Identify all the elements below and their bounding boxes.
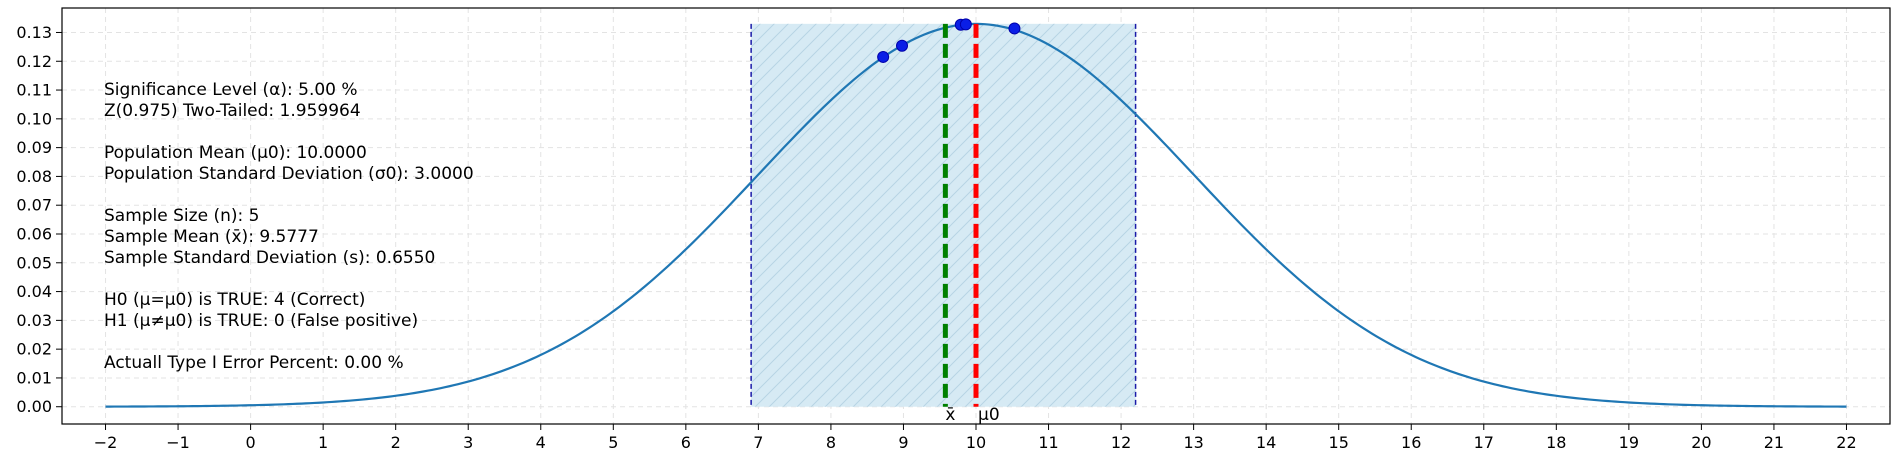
population-mean-label: μ0 (978, 405, 1000, 425)
x-tick-label: 20 (1691, 433, 1711, 452)
x-tick-label: 10 (966, 433, 986, 452)
y-tick-label: 0.07 (16, 196, 52, 215)
y-tick-label: 0.01 (16, 368, 52, 387)
info-line: H0 (μ=μ0) is TRUE: 4 (Correct) (104, 290, 365, 310)
info-line: Z(0.975) Two-Tailed: 1.959964 (104, 101, 361, 121)
sample-point (896, 39, 909, 52)
sample-points (877, 18, 1021, 63)
x-tick-label: 14 (1256, 433, 1276, 452)
x-tick-label: −2 (94, 433, 118, 452)
y-tick-label: 0.00 (16, 397, 52, 416)
x-tick-label: 12 (1111, 433, 1131, 452)
info-line: Population Mean (μ0): 10.0000 (104, 143, 367, 163)
y-tick-label: 0.06 (16, 224, 52, 243)
x-tick-label: 16 (1401, 433, 1421, 452)
x-tick-label: 19 (1619, 433, 1639, 452)
x-tick-label: 4 (536, 433, 546, 452)
x-tick-label: 3 (463, 433, 473, 452)
mean-lines (942, 23, 979, 407)
x-tick-label: 2 (391, 433, 401, 452)
y-tick-label: 0.05 (16, 253, 52, 272)
info-line: Sample Size (n): 5 (104, 206, 259, 226)
x-tick-label: 11 (1038, 433, 1058, 452)
x-tick-label: 8 (826, 433, 836, 452)
sample-mean-label: x̄ (945, 405, 955, 425)
sample-point (1008, 22, 1021, 35)
x-tick-label: 22 (1836, 433, 1856, 452)
y-tick-label: 0.08 (16, 167, 52, 186)
tick-labels: −2 −1 0 1 2 3 4 5 6 7 8 9 10 11 12 13 14 15 16 17 18 19 20 21 22… (16, 23, 1856, 452)
sample-point (877, 50, 890, 63)
x-tick-label: 15 (1329, 433, 1349, 452)
info-line: Population Standard Deviation (σ0): 3.00… (104, 164, 474, 184)
info-line: H1 (μ≠μ0) is TRUE: 0 (False positive) (104, 311, 418, 331)
x-tick-label: 1 (318, 433, 328, 452)
x-tick-label: 13 (1183, 433, 1203, 452)
sample-point (959, 18, 972, 31)
y-tick-label: 0.04 (16, 282, 52, 301)
y-tick-label: 0.02 (16, 340, 52, 359)
y-tick-label: 0.09 (16, 138, 52, 157)
x-tick-label: 9 (898, 433, 908, 452)
x-tick-label: 18 (1546, 433, 1566, 452)
info-line: Sample Mean (x̄): 9.5777 (104, 227, 319, 247)
x-tick-label: 5 (608, 433, 618, 452)
axes (56, 7, 1891, 430)
y-tick-label: 0.11 (16, 81, 52, 100)
info-line: Sample Standard Deviation (s): 0.6550 (104, 248, 435, 268)
info-line: Significance Level (α): 5.00 % (104, 80, 358, 100)
x-tick-label: −1 (166, 433, 190, 452)
y-tick-label: 0.13 (16, 23, 52, 42)
y-tick-label: 0.03 (16, 311, 52, 330)
y-tick-label: 0.10 (16, 109, 52, 128)
info-line: Actuall Type I Error Percent: 0.00 % (104, 353, 404, 373)
y-tick-label: 0.12 (16, 52, 52, 71)
x-tick-label: 21 (1764, 433, 1784, 452)
info-text-block: Significance Level (α): 5.00 %Z(0.975) T… (104, 80, 474, 373)
x-tick-label: 17 (1474, 433, 1494, 452)
x-tick-label: 0 (246, 433, 256, 452)
x-tick-label: 7 (753, 433, 763, 452)
x-tick-label: 6 (681, 433, 691, 452)
